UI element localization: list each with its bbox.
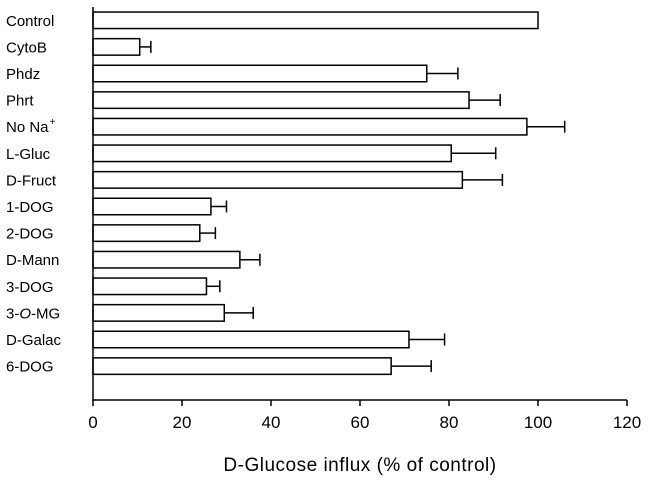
x-tick-label-2: 40 bbox=[262, 413, 281, 432]
category-label-3: Phrt bbox=[6, 93, 34, 110]
error-bar-2 bbox=[426, 67, 459, 80]
category-label-1: CytoB bbox=[6, 39, 47, 56]
bar-9 bbox=[92, 250, 241, 269]
category-label-12: D-Galac bbox=[6, 332, 62, 349]
category-label-13: 6-DOG bbox=[6, 359, 54, 376]
error-bar-11 bbox=[224, 306, 254, 319]
x-tick-label-6: 120 bbox=[613, 413, 641, 432]
error-bar-1 bbox=[139, 40, 152, 53]
x-tick-label-4: 80 bbox=[440, 413, 459, 432]
category-labels-layer: Control CytoB Phdz Phrt No Na+ L-Gluc D-Fruct 1… bbox=[6, 13, 62, 376]
bar-5 bbox=[92, 144, 452, 163]
x-tick-label-0: 0 bbox=[88, 413, 97, 432]
category-label-2: Phdz bbox=[6, 66, 40, 83]
x-tick-label-5: 100 bbox=[524, 413, 552, 432]
bar-7 bbox=[92, 197, 212, 216]
error-bars-layer bbox=[139, 40, 566, 373]
error-bar-4 bbox=[526, 120, 566, 133]
category-label-4: No Na+ bbox=[6, 117, 56, 136]
error-bar-12 bbox=[408, 333, 446, 346]
error-bar-5 bbox=[451, 147, 497, 160]
bar-4 bbox=[92, 117, 528, 136]
bar-11 bbox=[92, 303, 226, 322]
category-label-7: 1-DOG bbox=[6, 199, 54, 216]
category-label-9: D-Mann bbox=[6, 252, 59, 269]
bar-0 bbox=[92, 11, 539, 30]
x-ticks-layer: 0 20 40 60 80 100 120 bbox=[88, 400, 641, 432]
error-bar-9 bbox=[239, 253, 261, 266]
category-label-8: 2-DOG bbox=[6, 226, 54, 243]
bar-6 bbox=[92, 170, 464, 189]
bar-2 bbox=[92, 64, 428, 83]
error-bar-6 bbox=[462, 173, 504, 186]
bar-13 bbox=[92, 357, 392, 376]
category-label-6: D-Fruct bbox=[6, 172, 57, 189]
category-label-5: L-Gluc bbox=[6, 146, 51, 163]
bar-3 bbox=[92, 91, 470, 110]
error-bar-8 bbox=[199, 227, 217, 240]
category-label-11: 3-O-MG bbox=[6, 305, 60, 322]
bar-8 bbox=[92, 224, 201, 243]
x-tick-label-1: 20 bbox=[173, 413, 192, 432]
x-tick-label-3: 60 bbox=[351, 413, 370, 432]
error-bar-3 bbox=[469, 94, 501, 107]
category-label-10: 3-DOG bbox=[6, 279, 54, 296]
category-label-0: Control bbox=[6, 13, 54, 30]
bar-10 bbox=[92, 277, 208, 296]
bar-1 bbox=[92, 37, 141, 56]
bars-layer bbox=[92, 11, 539, 376]
error-bar-13 bbox=[391, 360, 432, 373]
x-axis-title: D-Glucose influx (% of control) bbox=[223, 455, 496, 476]
error-bar-10 bbox=[206, 280, 221, 293]
bar-12 bbox=[92, 330, 410, 349]
error-bar-7 bbox=[210, 200, 228, 213]
